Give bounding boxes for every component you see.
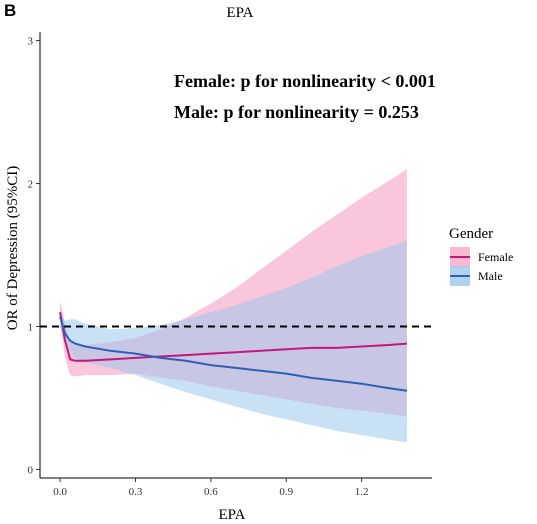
series-lines: [59, 312, 408, 392]
legend-title: Gender: [449, 226, 493, 242]
x-axis-label: EPA: [219, 507, 246, 523]
line-male: [59, 316, 408, 392]
legend: Gender Female Male: [449, 226, 513, 286]
chart-title: EPA: [227, 5, 254, 21]
panel-label: B: [4, 1, 16, 20]
axes: 0 1 2 3 0.0 0.3 0.6 0.9 1.2: [28, 32, 432, 498]
annotation-male: Male: p for nonlinearity = 0.253: [174, 102, 419, 122]
y-tick-label: 0: [28, 464, 34, 476]
y-ticks: 0 1 2 3: [28, 36, 40, 476]
line-female: [59, 312, 407, 362]
x-ticks: 0.0 0.3 0.6 0.9 1.2: [53, 478, 369, 498]
y-tick-label: 3: [28, 36, 34, 48]
x-tick-label: 0.9: [279, 486, 293, 498]
y-tick-label: 2: [28, 179, 34, 191]
band-male: [60, 240, 407, 443]
x-tick-label: 0.3: [129, 486, 143, 498]
legend-label-female: Female: [478, 250, 513, 264]
x-tick-label: 0.6: [204, 486, 218, 498]
confidence-bands: [60, 169, 407, 443]
annotation-female: Female: p for nonlinearity < 0.001: [174, 71, 436, 91]
y-tick-label: 1: [28, 321, 34, 333]
x-tick-label: 0.0: [53, 486, 67, 498]
y-axis-label: OR of Depression (95%CI): [5, 166, 21, 331]
x-tick-label: 1.2: [355, 486, 369, 498]
legend-label-male: Male: [478, 269, 503, 283]
